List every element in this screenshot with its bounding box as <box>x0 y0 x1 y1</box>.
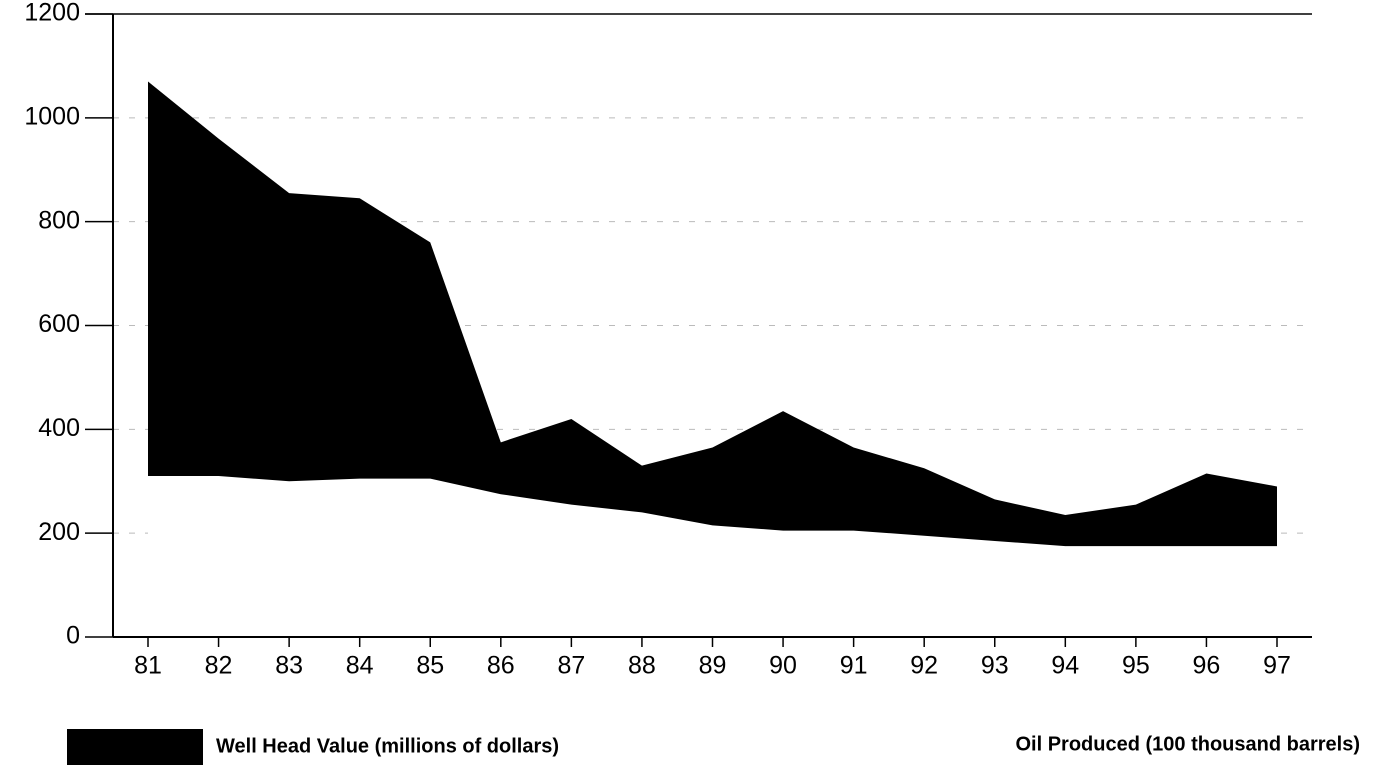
x-tick-label: 91 <box>840 652 868 680</box>
y-tick-label: 600 <box>38 310 80 338</box>
x-tick-label: 88 <box>628 652 656 680</box>
area <box>148 476 1277 637</box>
y-tick-label: 1200 <box>24 0 80 27</box>
x-tick-label: 92 <box>910 652 938 680</box>
legend-swatch <box>770 729 906 765</box>
x-tick-label: 89 <box>699 652 727 680</box>
x-tick-label: 93 <box>981 652 1009 680</box>
x-tick-label: 84 <box>346 652 374 680</box>
x-tick-label: 85 <box>416 652 444 680</box>
x-tick-label: 83 <box>275 652 303 680</box>
y-tick-label: 400 <box>38 414 80 442</box>
y-tick-label: 200 <box>38 518 80 546</box>
x-tick-label: 87 <box>557 652 585 680</box>
y-tick-label: 1000 <box>24 102 80 130</box>
x-tick-label: 95 <box>1122 652 1150 680</box>
x-tick-label: 97 <box>1263 652 1291 680</box>
y-tick-label: 800 <box>38 206 80 234</box>
x-tick-label: 90 <box>769 652 797 680</box>
legend-swatch <box>67 729 203 765</box>
x-tick-label: 81 <box>134 652 162 680</box>
x-tick-label: 96 <box>1193 652 1221 680</box>
x-tick-label: 86 <box>487 652 515 680</box>
legend-label: Oil Produced (100 thousand barrels) <box>1015 733 1360 755</box>
y-tick-label: 0 <box>66 622 80 650</box>
x-tick-label: 94 <box>1051 652 1079 680</box>
legend-label: Well Head Value (millions of dollars) <box>216 735 559 757</box>
x-tick-label: 82 <box>205 652 233 680</box>
